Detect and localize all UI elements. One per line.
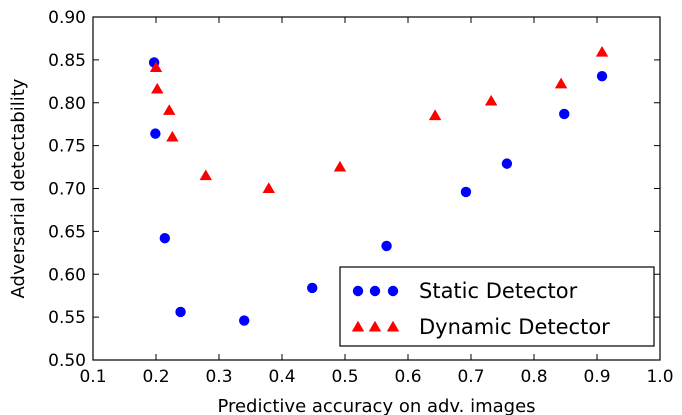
y-tick-label: 0.50: [48, 351, 86, 371]
dynamic-detector-point: [166, 130, 179, 142]
dynamic-detector-point: [149, 61, 163, 73]
x-tick-label: 0.4: [268, 367, 295, 387]
x-tick-label: 0.9: [583, 367, 610, 387]
y-axis-label: Adversarial detectability: [8, 78, 29, 298]
legend-label-dynamic: Dynamic Detector: [419, 315, 610, 339]
static-detector-point: [175, 306, 186, 318]
dynamic-detector-point: [484, 94, 498, 106]
legend-markers-static: [352, 285, 399, 297]
static-detector-point: [596, 70, 608, 82]
dynamic-detector-point: [262, 182, 275, 193]
static-detector-point: [501, 158, 513, 169]
static-detector-point: [381, 240, 392, 252]
dynamic-detector-point: [199, 169, 212, 181]
legend-marker-static: [369, 285, 381, 297]
legend-label-static: Static Detector: [419, 279, 578, 303]
tick-labels: 0.1 0.2 0.3 0.4 0.5 0.6 0.7 0.8 0.9 1.0 0.50 0.55 0.…: [48, 8, 673, 387]
y-tick-label: 0.55: [48, 308, 86, 328]
y-tick-label: 0.65: [48, 222, 86, 242]
legend-markers-dynamic: [351, 320, 400, 332]
dynamic-detector-point: [333, 160, 347, 172]
legend-marker-static: [387, 285, 399, 297]
x-tick-label: 0.2: [142, 367, 169, 387]
plot-frame: [92, 16, 661, 361]
x-tick-label: 0.7: [457, 367, 484, 387]
static-detector-point: [150, 128, 161, 139]
x-tick-label: 0.1: [79, 367, 106, 387]
y-tick-label: 0.85: [48, 51, 86, 71]
legend-box: [339, 266, 655, 347]
x-tick-label: 0.6: [394, 367, 421, 387]
legend-marker-dynamic: [351, 320, 365, 332]
static-detector-point: [159, 233, 171, 244]
x-tick-label: 0.8: [520, 367, 547, 387]
y-tick-label: 0.75: [48, 137, 86, 157]
x-axis-label: Predictive accuracy on adv. images: [217, 396, 535, 415]
static-detector-point: [307, 282, 318, 294]
static-detector-point: [460, 186, 472, 198]
legend: Static Detector Dynamic Detector: [339, 266, 655, 347]
legend-marker-dynamic: [368, 320, 382, 332]
static-detector-point: [559, 108, 570, 120]
y-tick-label: 0.70: [48, 180, 86, 200]
legend-marker-static: [352, 285, 364, 297]
y-tick-label: 0.80: [48, 94, 86, 114]
static-detector-point: [239, 315, 250, 326]
x-tick-label: 0.5: [331, 367, 358, 387]
dynamic-detector-point: [554, 77, 568, 89]
y-tick-label: 0.60: [48, 265, 86, 285]
data-points: [148, 45, 609, 326]
y-tick-label: 0.90: [48, 8, 86, 28]
x-tick-label: 1.0: [646, 367, 673, 387]
dynamic-detector-point: [595, 45, 609, 57]
x-tick-label: 0.3: [205, 367, 232, 387]
dynamic-detector-point: [151, 82, 164, 94]
dynamic-detector-point: [428, 109, 442, 121]
dynamic-detector-point: [163, 104, 176, 115]
legend-marker-dynamic: [386, 320, 400, 332]
